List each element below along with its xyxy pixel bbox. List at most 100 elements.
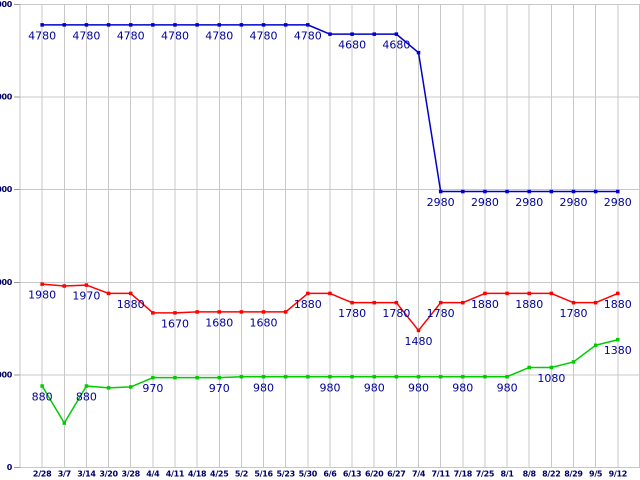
data-point-label: 4780 [28,29,56,42]
data-point-marker [217,23,222,27]
data-point-marker [372,300,376,305]
series-green-series: 880 880 970 970 980 980 980 980 980 980 1080 1380 [32,337,632,425]
gridlines [19,4,640,468]
data-point-marker [40,384,44,388]
data-point-marker [151,23,155,27]
data-point-marker [483,375,487,379]
data-point-label: 2980 [471,196,499,209]
data-point-marker [571,300,576,305]
x-axis-tick-label: 7/25 [476,470,495,479]
data-point-marker [173,23,177,27]
data-point-marker [394,300,399,305]
data-point-marker [195,23,199,27]
data-point-marker [616,189,620,194]
x-axis-tick-label: 5/2 [235,470,248,479]
data-point-marker [40,23,44,27]
data-point-marker [217,375,222,380]
x-axis-tick-label: 7/11 [431,470,450,479]
data-point-marker [438,189,443,194]
data-point-marker [527,365,531,370]
x-axis-tick-label: 2/28 [33,470,52,479]
data-point-marker [461,375,465,379]
data-point-marker [372,375,376,379]
x-axis-tick-label: 8/8 [523,470,537,479]
data-point-marker [461,189,465,194]
data-point-marker [328,375,332,379]
x-axis-tick-label: 3/7 [58,470,71,479]
data-point-marker [416,50,421,55]
data-point-label: 1670 [161,317,189,330]
data-point-label: 2980 [604,196,632,209]
data-point-marker [173,311,177,315]
data-point-marker [239,310,244,314]
data-point-marker [306,23,310,27]
data-point-marker [261,310,266,314]
data-point-marker [394,375,399,379]
data-point-marker [505,375,509,379]
data-point-marker [527,189,531,194]
y-axis-tick-label: 1000 [0,370,13,379]
data-point-marker [350,300,354,305]
data-point-label: 4680 [382,39,410,52]
data-point-marker [306,375,310,379]
x-axis-tick-label: 8/29 [564,470,583,479]
data-point-marker [217,310,222,314]
x-axis-tick-label: 5/30 [299,470,318,479]
data-point-marker [549,291,554,296]
x-axis-tick-label: 3/28 [121,470,140,479]
data-point-marker [239,375,244,379]
data-point-marker [195,375,199,380]
data-point-marker [549,365,554,370]
data-point-marker [593,189,598,194]
data-point-label: 2980 [560,196,588,209]
data-point-label: 2980 [515,196,543,209]
data-point-label: 1970 [72,290,100,303]
data-point-marker [62,23,67,27]
data-point-marker [549,189,554,194]
data-point-marker [593,300,598,305]
data-point-marker [505,291,509,296]
data-point-label: 1880 [604,298,632,311]
y-axis-tick-label: 4000 [0,93,13,102]
data-point-label: 980 [319,381,340,394]
series-red-series: 1980 1970 1880 1670 1680 1680 1880 1780 1780 1480… [28,282,632,348]
data-point-label: 1680 [205,316,233,329]
y-axis-tick-label: 3000 [0,185,13,194]
data-point-label: 1980 [28,289,56,302]
y-axis-tick-label: 5000 [0,0,13,9]
data-point-marker [483,291,487,296]
data-point-marker [328,32,332,36]
data-point-label: 980 [253,381,274,394]
data-point-label: 1780 [382,307,410,320]
data-point-label: 980 [452,381,473,394]
data-point-marker [173,375,177,380]
data-point-marker [283,310,288,314]
data-point-marker [416,328,421,333]
data-point-marker [84,283,89,287]
data-point-label: 1380 [604,344,632,357]
data-point-marker [372,32,376,36]
data-point-label: 1080 [537,372,565,385]
data-point-marker [571,189,576,194]
data-point-label: 4780 [161,29,189,42]
data-point-marker [616,337,620,342]
series-blue-series: 4780 4780 4780 4780 4780 4780 4780 4680 4680 2980… [28,23,632,209]
data-point-marker [527,291,531,296]
x-axis-tick-label: 9/5 [589,470,603,479]
data-point-marker [40,282,44,286]
data-point-marker [106,386,111,390]
x-axis-tick-label: 4/4 [146,470,160,479]
data-point-marker [261,23,266,27]
data-point-marker [195,310,199,314]
data-point-marker [151,311,155,315]
data-point-label: 970 [142,382,163,395]
data-point-marker [438,300,443,305]
data-point-label: 4780 [205,29,233,42]
data-point-label: 1480 [405,335,433,348]
data-point-label: 980 [364,381,385,394]
data-point-marker [438,375,443,379]
x-axis-tick-label: 6/6 [323,470,337,479]
x-axis-tick-label: 3/14 [77,470,96,479]
data-point-marker [616,291,620,296]
